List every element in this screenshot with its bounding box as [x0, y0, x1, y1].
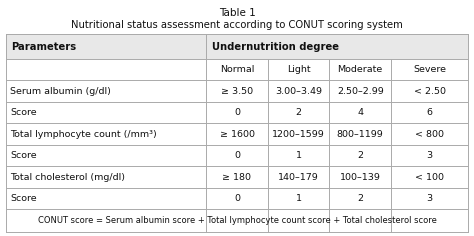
- Text: Serum albumin (g/dl): Serum albumin (g/dl): [10, 87, 111, 96]
- Text: 3: 3: [427, 194, 433, 203]
- Text: 2: 2: [296, 108, 301, 117]
- Text: 2: 2: [357, 151, 363, 160]
- Text: 0: 0: [234, 151, 240, 160]
- Text: CONUT score = Serum albumin score + Total lymphocyte count score + Total cholest: CONUT score = Serum albumin score + Tota…: [37, 216, 437, 225]
- Text: Undernutrition degree: Undernutrition degree: [212, 42, 339, 51]
- Text: Total cholesterol (mg/dl): Total cholesterol (mg/dl): [10, 173, 126, 181]
- Text: 6: 6: [427, 108, 433, 117]
- Text: 1200–1599: 1200–1599: [272, 130, 325, 139]
- Text: < 2.50: < 2.50: [414, 87, 446, 96]
- Text: Parameters: Parameters: [11, 42, 76, 51]
- Text: 140–179: 140–179: [278, 173, 319, 181]
- Text: 2: 2: [357, 194, 363, 203]
- Text: Nutritional status assessment according to CONUT scoring system: Nutritional status assessment according …: [71, 20, 403, 30]
- Text: 1: 1: [296, 151, 301, 160]
- Text: 2.50–2.99: 2.50–2.99: [337, 87, 383, 96]
- Text: Score: Score: [10, 194, 37, 203]
- Text: Moderate: Moderate: [337, 65, 383, 74]
- Text: 4: 4: [357, 108, 363, 117]
- Text: 800–1199: 800–1199: [337, 130, 383, 139]
- Text: 0: 0: [234, 108, 240, 117]
- Text: Severe: Severe: [413, 65, 446, 74]
- Text: Table 1: Table 1: [219, 8, 255, 18]
- Bar: [6, 34, 468, 59]
- Text: Score: Score: [10, 151, 37, 160]
- Text: < 100: < 100: [415, 173, 444, 181]
- Text: 3: 3: [427, 151, 433, 160]
- Text: ≥ 1600: ≥ 1600: [219, 130, 255, 139]
- Text: 0: 0: [234, 194, 240, 203]
- Text: Normal: Normal: [220, 65, 254, 74]
- Text: ≥ 180: ≥ 180: [222, 173, 252, 181]
- Text: ≥ 3.50: ≥ 3.50: [221, 87, 253, 96]
- Text: 1: 1: [296, 194, 301, 203]
- Text: Total lymphocyte count (/mm³): Total lymphocyte count (/mm³): [10, 130, 157, 139]
- Text: 3.00–3.49: 3.00–3.49: [275, 87, 322, 96]
- Text: Score: Score: [10, 108, 37, 117]
- Text: 100–139: 100–139: [340, 173, 381, 181]
- Text: Light: Light: [287, 65, 310, 74]
- Text: < 800: < 800: [415, 130, 444, 139]
